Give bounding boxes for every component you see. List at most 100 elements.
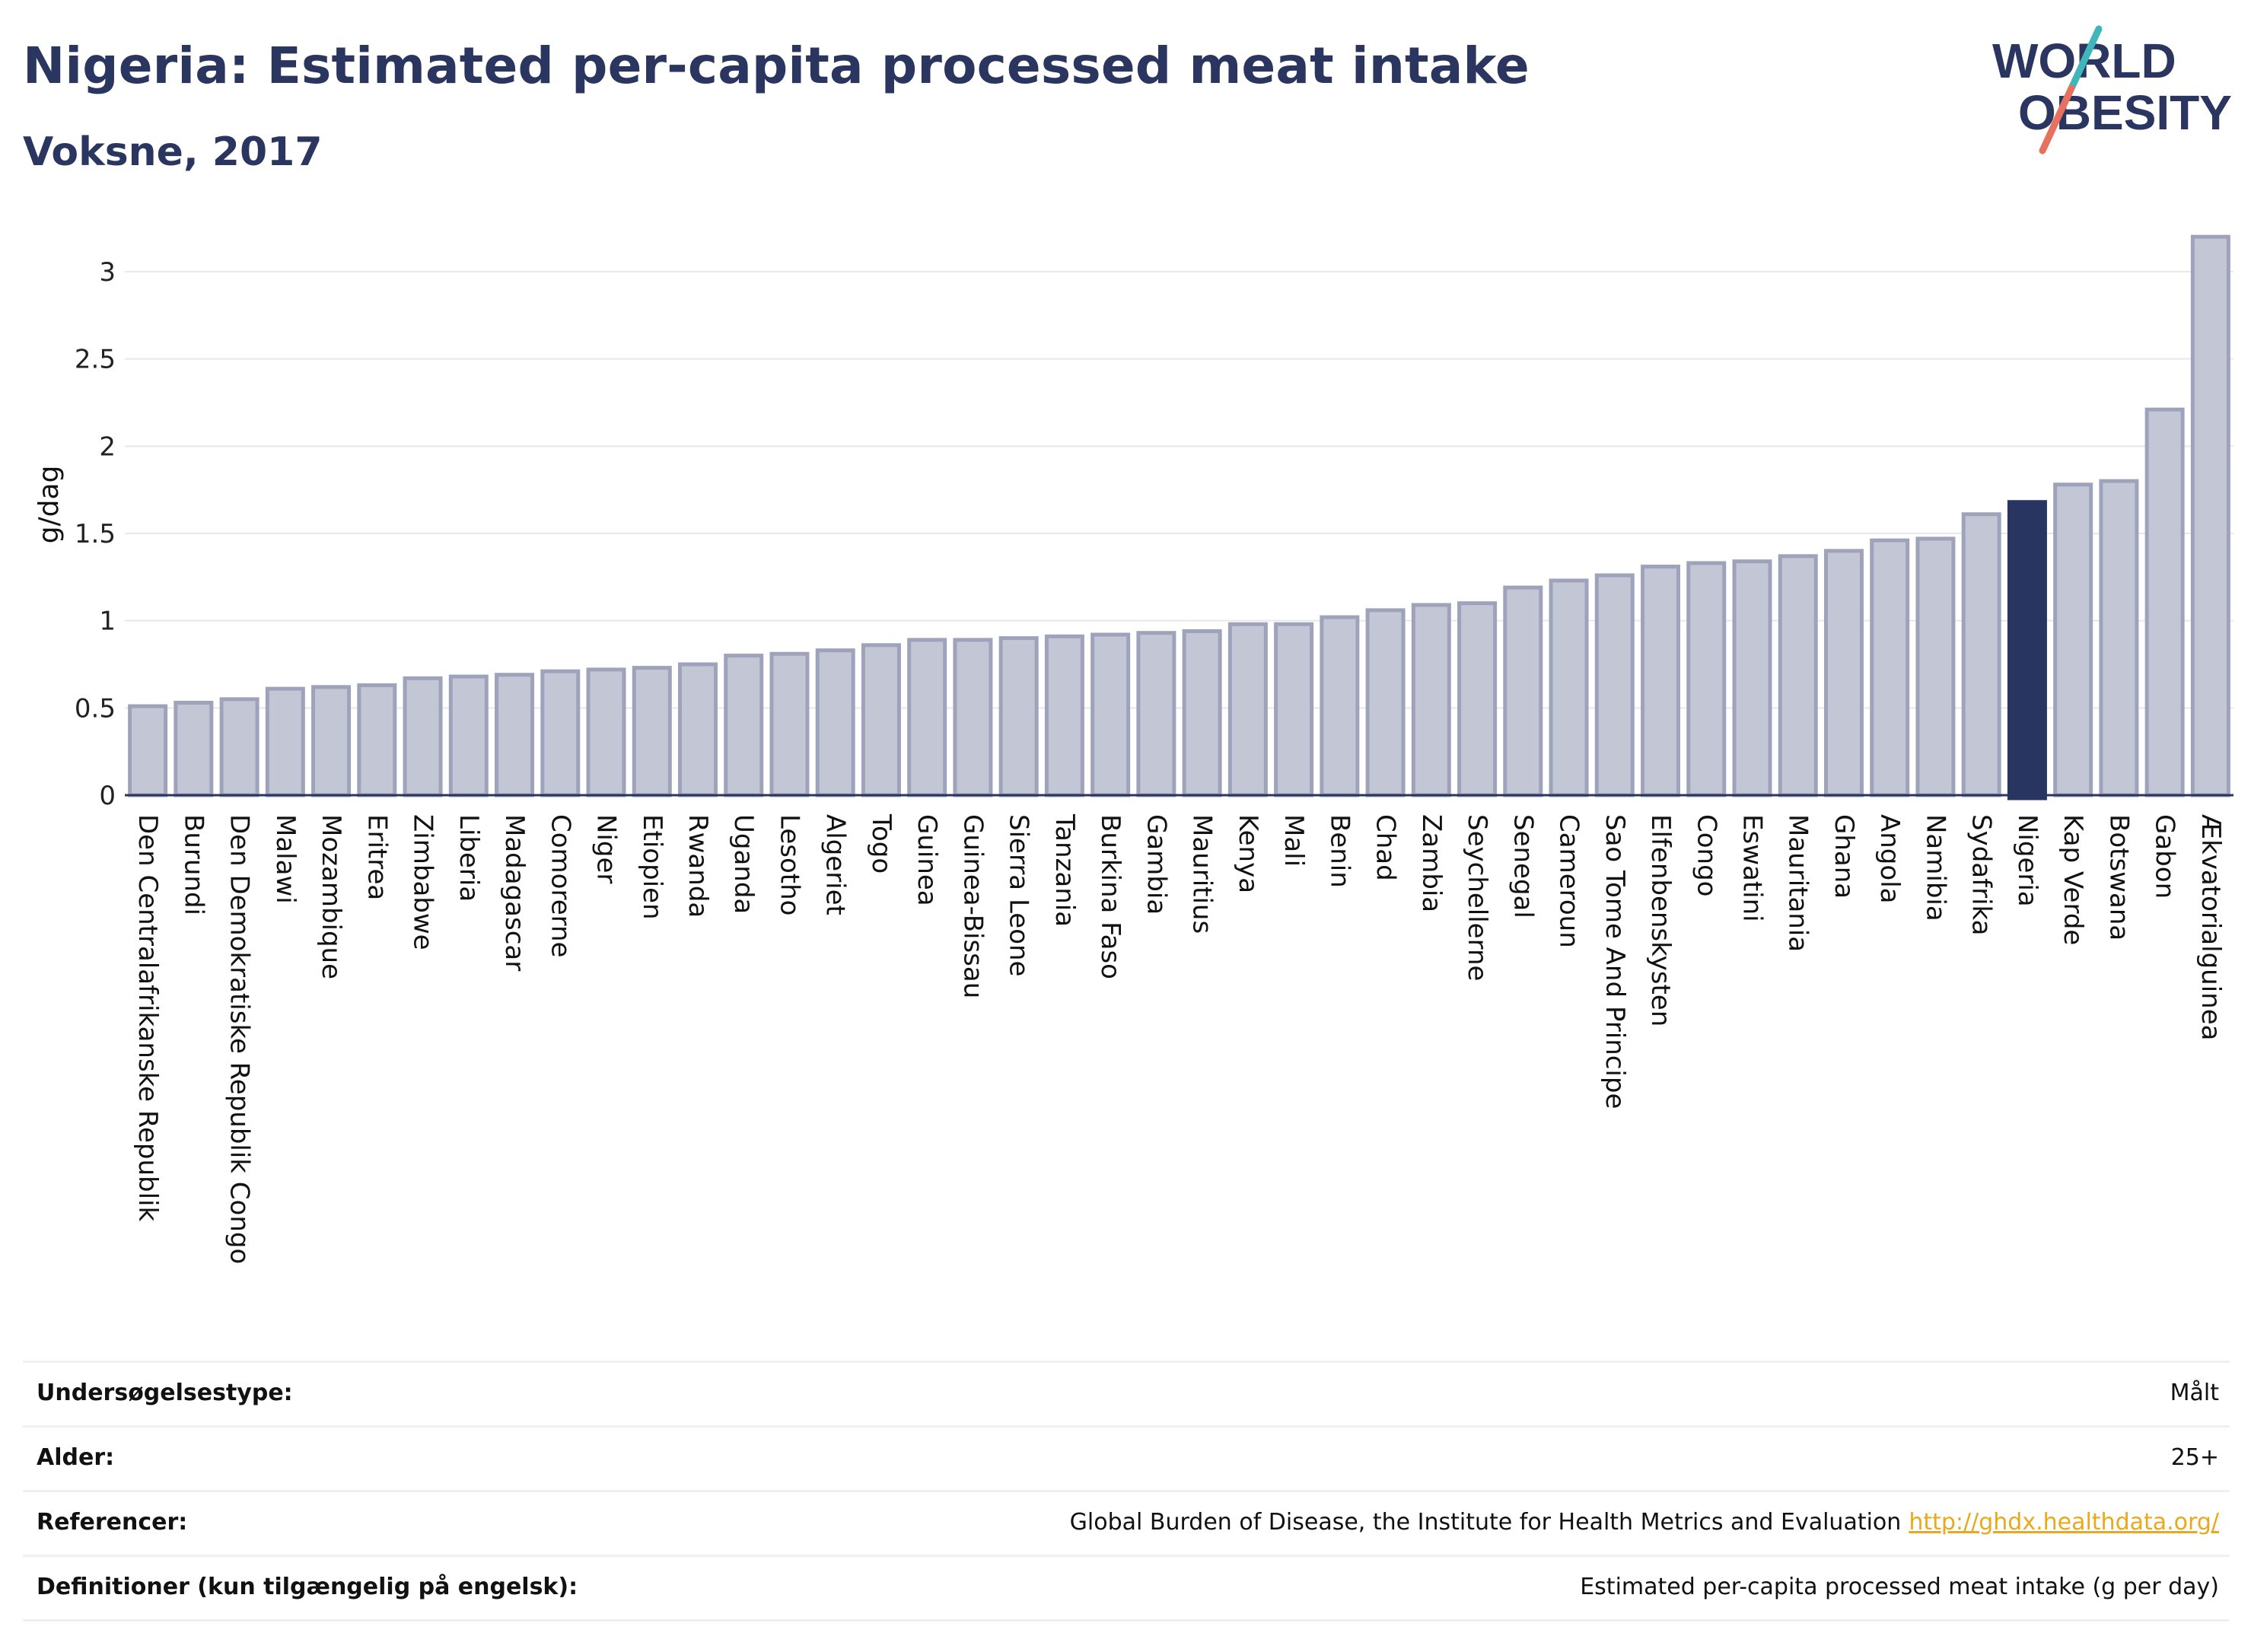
x-tick-label: Botswana <box>2103 814 2134 941</box>
chart-subtitle: Voksne, 2017 <box>23 129 323 175</box>
bar-rwanda[interactable] <box>677 662 718 797</box>
bar-angola[interactable] <box>1870 538 1910 797</box>
y-tick-label: 2 <box>99 431 116 462</box>
bar-sierra-leone[interactable] <box>998 636 1039 797</box>
bar-malawi[interactable] <box>265 686 305 797</box>
x-tick-label: Den Centralafrikanske Republik <box>132 814 163 1221</box>
x-tick-label: Tanzania <box>1049 813 1080 927</box>
bar-guinea[interactable] <box>907 638 947 797</box>
x-tick-label: Namibia <box>1920 814 1950 921</box>
bar-chad[interactable] <box>1365 608 1406 797</box>
bar-mauritius[interactable] <box>1182 629 1222 797</box>
bar-elfenbenskysten[interactable] <box>1641 565 1681 797</box>
x-tick-label: Guinea <box>912 814 942 906</box>
bar-guinea-bissau[interactable] <box>953 638 993 797</box>
bar-benin[interactable] <box>1320 615 1360 797</box>
bar-etiopien[interactable] <box>632 666 672 797</box>
bar-kap-verde[interactable] <box>2053 482 2093 797</box>
bar-botswana[interactable] <box>2099 479 2139 797</box>
bar-senegal[interactable] <box>1503 585 1543 797</box>
y-tick-label: 1.5 <box>75 519 116 549</box>
x-tick-label: Sydafrika <box>1966 814 1997 935</box>
reference-link[interactable]: http://ghdx.healthdata.org/ <box>1909 1509 2219 1536</box>
bar-namibia[interactable] <box>1915 536 1956 797</box>
bar-sao-tome-and-principe[interactable] <box>1594 573 1635 797</box>
bar-cameroun[interactable] <box>1549 578 1589 797</box>
bar-seychellerne[interactable] <box>1457 601 1498 797</box>
bar-madagascar[interactable] <box>495 673 535 797</box>
x-tick-label: Chad <box>1371 814 1401 881</box>
info-value: 25+ <box>2170 1444 2219 1471</box>
info-key: Referencer: <box>37 1509 188 1536</box>
bars <box>128 234 2230 801</box>
logo-slash-coral <box>2039 84 2075 154</box>
x-tick-label: Senegal <box>1508 814 1538 918</box>
x-tick-label: Uganda <box>728 814 759 914</box>
bar-liberia[interactable] <box>448 674 489 797</box>
bar-niger[interactable] <box>586 667 626 797</box>
x-tick-label: Seychellerne <box>1462 814 1492 981</box>
bar-lesotho[interactable] <box>769 651 810 797</box>
x-tick-label: Rwanda <box>683 814 713 918</box>
bar-uganda[interactable] <box>724 654 764 797</box>
y-axis-ticks: 0 0.5 1 1.5 2 2.5 3 <box>75 257 116 811</box>
bar-algeriet[interactable] <box>815 648 855 797</box>
info-value: Estimated per-capita processed meat inta… <box>1580 1574 2219 1600</box>
info-value: Global Burden of Disease, the Institute … <box>1069 1509 1902 1536</box>
y-tick-label: 1 <box>99 606 116 637</box>
info-row-survey-type: Undersøgelsestype: Målt <box>23 1361 2230 1425</box>
bar-mozambique[interactable] <box>311 685 352 797</box>
bar-togo[interactable] <box>861 643 901 797</box>
bar-zimbabwe[interactable] <box>403 676 443 797</box>
x-tick-label: Comorerne <box>545 814 575 957</box>
bar-eritrea[interactable] <box>357 683 397 797</box>
x-tick-label: Gabon <box>2150 814 2180 899</box>
bar-mali[interactable] <box>1274 622 1314 797</box>
bar-gabon[interactable] <box>2144 407 2185 797</box>
info-key: Alder: <box>37 1444 115 1471</box>
x-tick-label: Mauritania <box>1783 814 1813 952</box>
info-row-definitions: Definitioner (kun tilgængelig på engelsk… <box>23 1555 2230 1622</box>
bar-gambia[interactable] <box>1136 631 1176 797</box>
chart-title: Nigeria: Estimated per-capita processed … <box>23 37 1530 95</box>
y-tick-label: 2.5 <box>75 345 116 375</box>
info-value-wrap: Global Burden of Disease, the Institute … <box>1070 1509 2219 1536</box>
bar-ækvatorialguinea[interactable] <box>2190 234 2230 797</box>
x-tick-label: Guinea-Bissau <box>957 814 988 998</box>
bar-comorerne[interactable] <box>540 669 581 797</box>
y-tick-label: 3 <box>99 257 116 288</box>
bar-kenya[interactable] <box>1227 622 1268 797</box>
x-tick-label: Liberia <box>454 814 484 902</box>
x-tick-label: Kap Verde <box>2058 814 2088 945</box>
x-tick-label: Mauritius <box>1187 814 1218 934</box>
bar-den-centralafrikanske-republik[interactable] <box>128 704 168 797</box>
x-tick-label: Burkina Faso <box>1095 814 1126 979</box>
bar-burkina-faso[interactable] <box>1090 632 1131 797</box>
bar-burundi[interactable] <box>174 700 214 797</box>
x-tick-label: Nigeria <box>2012 814 2042 907</box>
bar-den-demokratiske-republik-congo[interactable] <box>219 697 259 797</box>
x-tick-label: Kenya <box>1233 814 1263 893</box>
x-tick-label: Mozambique <box>316 814 346 979</box>
x-tick-label: Cameroun <box>1554 814 1584 948</box>
bar-nigeria[interactable] <box>2007 500 2047 801</box>
bar-sydafrika[interactable] <box>1961 512 2001 797</box>
x-tick-label: Malawi <box>270 814 301 904</box>
info-table: Undersøgelsestype: Målt Alder: 25+ Refer… <box>23 1361 2230 1622</box>
x-tick-label: Ghana <box>1829 814 1859 899</box>
bar-zambia[interactable] <box>1411 603 1451 797</box>
x-tick-label: Madagascar <box>499 814 530 971</box>
info-row-references: Referencer: Global Burden of Disease, th… <box>23 1490 2230 1555</box>
x-tick-label: Lesotho <box>774 814 804 915</box>
y-tick-label: 0.5 <box>75 693 116 724</box>
bar-congo[interactable] <box>1686 561 1727 797</box>
x-tick-label: Eswatini <box>1737 814 1767 922</box>
bar-ghana[interactable] <box>1823 549 1864 797</box>
x-tick-label: Niger <box>591 814 622 883</box>
bar-mauritania[interactable] <box>1778 554 1818 797</box>
info-value: Målt <box>2170 1380 2219 1406</box>
bar-eswatini[interactable] <box>1732 559 1772 797</box>
bar-tanzania[interactable] <box>1044 634 1084 797</box>
x-tick-label: Den Demokratiske Republik Congo <box>224 814 255 1264</box>
y-tick-label: 0 <box>99 781 116 811</box>
